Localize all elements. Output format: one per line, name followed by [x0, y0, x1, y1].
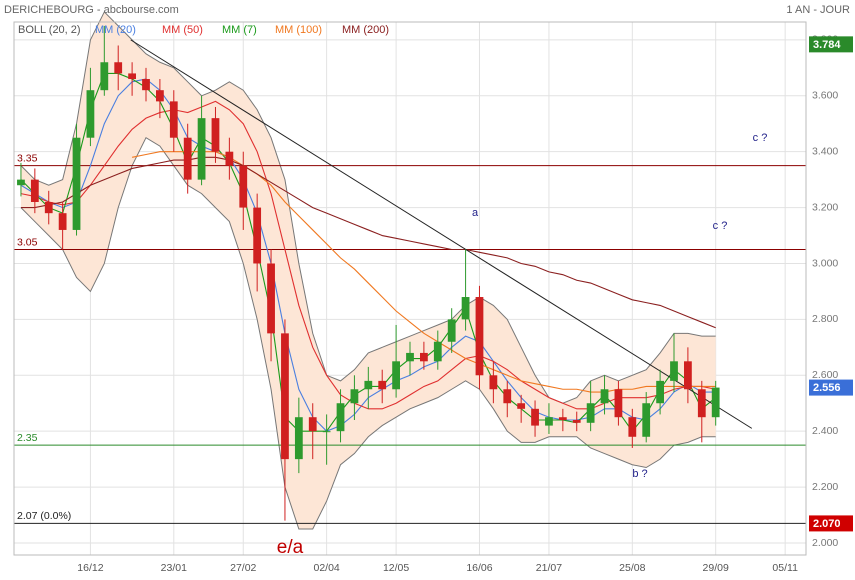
candle-body: [364, 380, 373, 390]
x-tick-label: 27/02: [230, 562, 256, 574]
y-tick-label: 2.800: [812, 313, 838, 325]
bollinger-fill: [20, 11, 716, 530]
candle-body: [322, 431, 331, 433]
y-tick-label: 3.400: [812, 145, 838, 157]
candle-body: [128, 73, 136, 80]
candle-body: [30, 179, 39, 202]
annotation: c ?: [713, 220, 728, 232]
y-tick-label: 2.400: [812, 425, 838, 437]
y-tick-label: 3.600: [812, 90, 838, 102]
candle-body: [475, 297, 484, 376]
legend-entry: BOLL (20, 2): [18, 24, 81, 36]
value-box-label: 2.070: [813, 518, 841, 530]
candle-body: [378, 380, 387, 390]
x-tick-label: 02/04: [313, 562, 339, 574]
level-label: 3.05: [17, 236, 38, 248]
candle-body: [628, 417, 637, 437]
value-box-label: 3.784: [813, 39, 841, 51]
candle-body: [100, 62, 109, 91]
candle-body: [58, 213, 67, 230]
candle-body: [308, 417, 317, 432]
candle-body: [267, 263, 275, 334]
legend-entry: MM (50): [162, 24, 203, 36]
candle-body: [253, 207, 262, 264]
period-label: 1 AN - JOUR: [786, 4, 850, 16]
candle-body: [545, 417, 553, 426]
annotation: a: [472, 207, 479, 219]
annotation: e/a: [277, 537, 304, 558]
level-label: 2.35: [17, 432, 38, 444]
candle-body: [711, 387, 720, 418]
bollinger-upper: [20, 11, 716, 404]
candle-body: [392, 361, 400, 390]
value-box: [809, 515, 853, 532]
x-tick-label: 12/05: [383, 562, 409, 574]
candle-body: [586, 403, 595, 423]
legend-entry: MM (100): [275, 24, 322, 36]
candle-body: [503, 389, 512, 404]
x-tick-label: 25/08: [619, 562, 645, 574]
level-label: 2.07 (0.0%): [17, 510, 71, 522]
trendline: [130, 39, 753, 429]
y-tick-label: 3.000: [812, 257, 838, 269]
candle-body: [169, 101, 178, 138]
chart-title: DERICHEBOURG - abcbourse.com: [4, 4, 179, 16]
x-tick-label: 21/07: [536, 562, 562, 574]
candle-body: [642, 403, 651, 437]
candle-body: [406, 352, 414, 362]
x-tick-label: 05/11: [772, 562, 798, 574]
x-tick-label: 23/01: [161, 562, 187, 574]
y-tick-label: 2.000: [812, 537, 838, 549]
candle-body: [183, 137, 192, 180]
level-label: 3.35: [17, 152, 38, 164]
moving-average: [20, 156, 716, 329]
annotation: c ?: [753, 132, 768, 144]
candle-body: [447, 319, 456, 342]
candle-body: [197, 118, 206, 180]
candle-body: [336, 403, 345, 432]
x-tick-label: 16/06: [466, 562, 492, 574]
candle-body: [517, 403, 526, 409]
candle-body: [670, 361, 678, 381]
candle-body: [461, 297, 470, 320]
annotation: b ?: [632, 468, 647, 480]
candle-body: [156, 90, 164, 102]
y-tick-label: 3.200: [812, 201, 838, 213]
candle-body: [142, 79, 150, 91]
candle-body: [86, 90, 95, 138]
value-box: [809, 36, 853, 53]
y-tick-label: 2.200: [812, 481, 838, 493]
candle-body: [684, 361, 692, 390]
candle-body: [239, 165, 248, 208]
candle-body: [420, 352, 428, 362]
candle-body: [17, 179, 25, 186]
legend-entry: MM (200): [342, 24, 389, 36]
candle-body: [572, 420, 581, 423]
legend-entry: MM (20): [95, 24, 136, 36]
candle-body: [433, 341, 442, 362]
value-box: [809, 379, 853, 396]
candle-body: [489, 375, 498, 390]
candle-body: [211, 118, 220, 152]
y-tick-label: 2.600: [812, 369, 838, 381]
candle-body: [72, 137, 81, 230]
candle-body: [114, 62, 123, 74]
legend-entry: MM (7): [222, 24, 257, 36]
x-tick-label: 16/12: [77, 562, 103, 574]
candle-body: [697, 389, 706, 418]
candle-body: [225, 151, 234, 166]
x-tick-label: 29/09: [703, 562, 729, 574]
plot-frame: [13, 21, 807, 556]
candle-body: [558, 417, 567, 421]
candle-body: [294, 417, 303, 460]
candle-body: [600, 389, 609, 404]
candle-body: [656, 380, 664, 404]
value-box-label: 2.556: [813, 382, 841, 394]
candle-body: [44, 201, 53, 214]
candle-body: [614, 389, 623, 418]
candle-body: [531, 408, 539, 426]
candle-body: [350, 389, 359, 404]
candle-body: [281, 333, 289, 460]
